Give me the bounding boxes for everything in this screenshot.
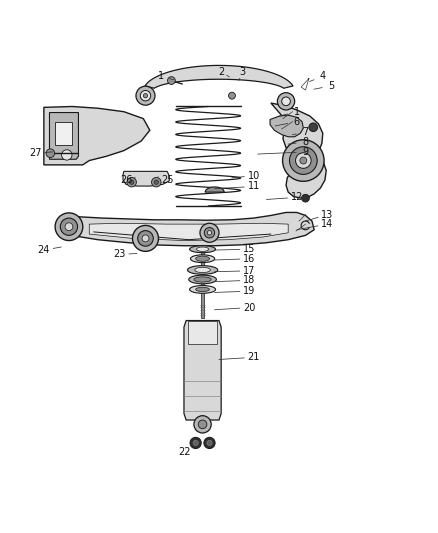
Bar (188, 320, 217, 344)
Text: 23: 23 (113, 249, 126, 260)
Text: 9: 9 (302, 147, 308, 157)
Text: 25: 25 (161, 175, 173, 185)
Circle shape (60, 218, 78, 236)
Polygon shape (44, 107, 150, 165)
Text: 18: 18 (243, 276, 255, 285)
Circle shape (46, 149, 55, 158)
Text: 21: 21 (247, 352, 260, 362)
Text: 11: 11 (247, 182, 260, 191)
Text: 7: 7 (302, 127, 309, 138)
Circle shape (143, 93, 148, 98)
Polygon shape (271, 103, 326, 198)
Circle shape (138, 231, 153, 246)
Text: 6: 6 (294, 117, 300, 127)
Text: 13: 13 (321, 209, 333, 220)
Text: 8: 8 (302, 137, 308, 147)
Bar (55, 122, 72, 146)
Polygon shape (63, 213, 314, 246)
Text: 1: 1 (158, 71, 164, 81)
Circle shape (127, 177, 136, 187)
Circle shape (140, 91, 151, 101)
Circle shape (194, 416, 211, 433)
Circle shape (302, 195, 309, 202)
Text: 22: 22 (178, 447, 191, 457)
Polygon shape (89, 223, 288, 240)
Text: 26: 26 (120, 175, 132, 185)
Circle shape (309, 123, 318, 132)
Circle shape (198, 420, 207, 429)
Text: 10: 10 (247, 171, 260, 181)
Polygon shape (145, 66, 293, 88)
Ellipse shape (196, 256, 209, 261)
Text: 14: 14 (321, 219, 333, 229)
Polygon shape (270, 115, 304, 137)
Circle shape (133, 225, 159, 252)
Text: 5: 5 (328, 80, 335, 91)
Circle shape (152, 177, 161, 187)
Circle shape (154, 180, 159, 184)
Ellipse shape (197, 247, 208, 252)
Text: 16: 16 (243, 254, 255, 264)
Text: 4: 4 (320, 71, 326, 81)
Text: 15: 15 (243, 244, 255, 254)
Text: 27: 27 (29, 148, 42, 158)
Circle shape (190, 437, 201, 449)
Ellipse shape (195, 268, 210, 272)
Ellipse shape (189, 275, 216, 284)
Circle shape (62, 150, 72, 160)
Circle shape (300, 157, 307, 164)
Polygon shape (123, 172, 169, 186)
Circle shape (142, 235, 149, 242)
Circle shape (204, 437, 215, 449)
Polygon shape (205, 187, 224, 192)
Text: 24: 24 (38, 245, 50, 255)
Polygon shape (49, 112, 78, 159)
Ellipse shape (194, 277, 211, 282)
Ellipse shape (196, 287, 209, 292)
Polygon shape (184, 320, 221, 420)
Circle shape (277, 93, 295, 110)
Circle shape (283, 140, 324, 181)
Text: 17: 17 (243, 266, 255, 276)
Text: 19: 19 (243, 286, 255, 296)
Text: 3: 3 (240, 67, 246, 77)
Text: 20: 20 (243, 303, 255, 312)
Circle shape (55, 213, 83, 240)
Ellipse shape (190, 286, 215, 293)
Ellipse shape (190, 246, 215, 253)
Circle shape (229, 92, 236, 99)
Text: 12: 12 (291, 192, 303, 203)
Circle shape (296, 153, 311, 168)
Ellipse shape (187, 265, 218, 274)
Circle shape (193, 440, 198, 446)
Circle shape (282, 97, 290, 106)
Circle shape (207, 231, 212, 235)
Circle shape (204, 228, 215, 238)
Circle shape (130, 180, 134, 184)
Circle shape (136, 86, 155, 105)
Text: 2: 2 (218, 67, 224, 77)
Text: 1: 1 (294, 107, 300, 117)
Circle shape (65, 223, 73, 231)
Bar (201, 249, 204, 318)
Circle shape (200, 223, 219, 243)
Ellipse shape (191, 255, 215, 263)
Circle shape (290, 147, 317, 174)
Circle shape (207, 440, 212, 446)
Circle shape (168, 77, 175, 84)
